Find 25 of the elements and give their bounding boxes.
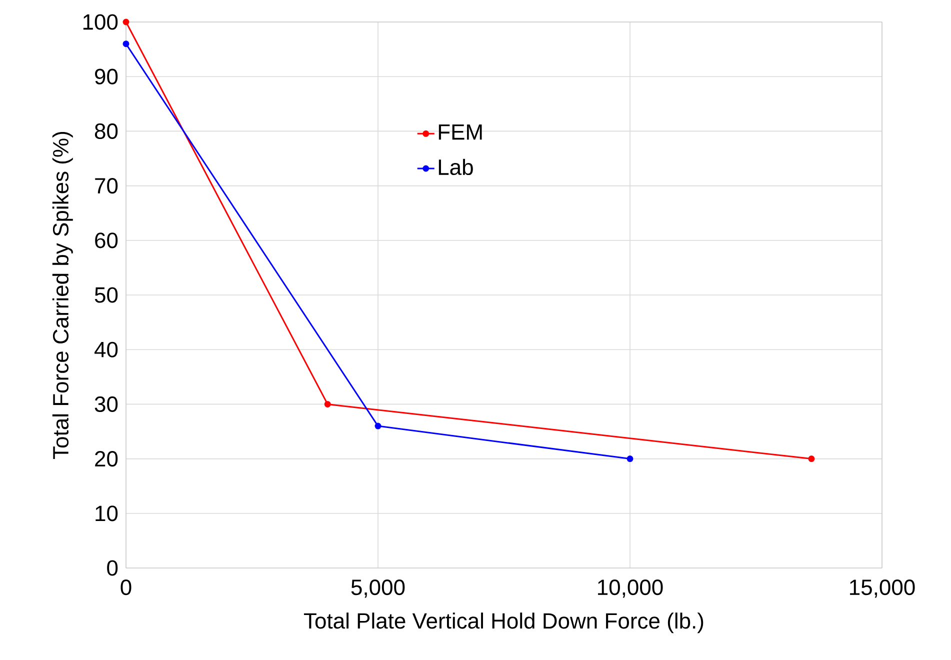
- y-tick-label: 90: [95, 68, 118, 84]
- x-tick-label: 10,000: [598, 580, 663, 598]
- y-tick-label: 100: [83, 14, 118, 30]
- point: [626, 456, 634, 462]
- legend-label: Lab: [438, 158, 473, 176]
- legend-label: FEM: [438, 124, 482, 140]
- y-tick-label: 50: [94, 287, 118, 303]
- y-tick-label: 80: [94, 123, 118, 139]
- y-tick-label: 40: [94, 342, 118, 358]
- point: [324, 400, 331, 408]
- point: [808, 456, 815, 462]
- y-tick-label: 10: [96, 506, 118, 522]
- point: [122, 40, 130, 48]
- x-tick-label: 5,000: [351, 580, 405, 598]
- y-axis-title: Total Force Carried by Spikes (%): [52, 132, 73, 459]
- y-tick-label: 60: [95, 232, 118, 248]
- point: [374, 422, 382, 430]
- x-tick-label: 0: [120, 580, 132, 596]
- point: [122, 18, 130, 26]
- y-tick-label: 70: [95, 178, 118, 194]
- y-tick-label: 20: [95, 451, 118, 467]
- x-tick-label: 15,000: [850, 580, 915, 598]
- y-tick-label: 30: [94, 396, 118, 412]
- y-tick-label: 0: [107, 560, 118, 576]
- x-axis-title: Total Plate Vertical Hold Down Force (lb.): [304, 612, 704, 634]
